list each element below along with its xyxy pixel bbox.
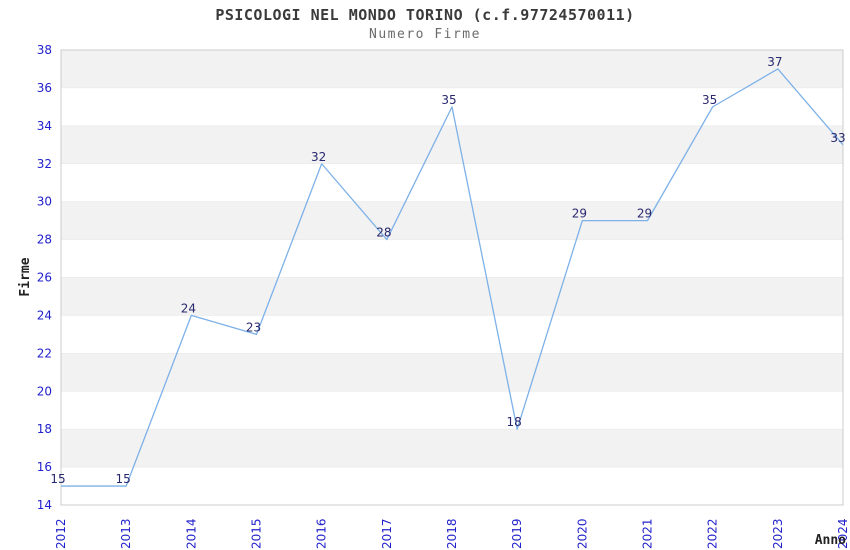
plot-band xyxy=(60,201,844,240)
plot-band xyxy=(60,239,844,278)
y-tick-label: 28 xyxy=(37,233,52,247)
plot-band xyxy=(60,163,844,202)
plot-border xyxy=(60,49,844,506)
y-tick-label: 26 xyxy=(37,271,52,285)
data-label: 32 xyxy=(311,150,326,164)
data-label: 35 xyxy=(441,93,456,107)
plot-band xyxy=(60,125,844,165)
x-tick-label: 2016 xyxy=(315,518,329,549)
y-tick-label: 20 xyxy=(37,384,52,398)
x-axis-ticks: 2012 2013 2014 2015 2016 2017 2018 2019 2020 2021… xyxy=(54,518,850,549)
data-label: 15 xyxy=(50,472,65,486)
y-tick-label: 34 xyxy=(37,119,52,133)
plot-band xyxy=(60,428,844,468)
x-tick-label: 2014 xyxy=(184,518,198,549)
data-label: 28 xyxy=(376,226,391,240)
plot-band xyxy=(60,49,844,89)
data-label: 18 xyxy=(507,415,522,429)
x-tick-label: 2020 xyxy=(575,518,589,549)
x-tick-label: 2023 xyxy=(771,518,785,549)
chart-title: PSICOLOGI NEL MONDO TORINO (c.f.97724570… xyxy=(215,6,635,24)
y-tick-label: 18 xyxy=(37,422,52,436)
plot-band xyxy=(60,391,844,430)
y-tick-label: 16 xyxy=(37,460,52,474)
data-line xyxy=(61,68,844,487)
chart-subtitle: Numero Firme xyxy=(369,27,481,42)
data-label: 23 xyxy=(246,320,261,334)
y-tick-label: 24 xyxy=(37,308,52,322)
y-tick-label: 30 xyxy=(37,195,52,209)
y-axis-ticks: 14 16 18 20 22 24 26 28 30 32 34 36 38 xyxy=(37,43,52,512)
y-tick-label: 14 xyxy=(37,498,52,512)
data-label: 33 xyxy=(830,131,845,145)
x-tick-label: 2013 xyxy=(119,518,133,549)
data-label: 37 xyxy=(767,55,782,69)
y-tick-label: 32 xyxy=(37,157,52,171)
y-axis-title: Firme xyxy=(18,257,33,296)
x-tick-label: 2017 xyxy=(380,518,394,549)
x-tick-label: 2022 xyxy=(706,518,720,549)
data-label: 29 xyxy=(572,207,587,221)
y-tick-label: 22 xyxy=(37,346,52,360)
x-tick-label: 2018 xyxy=(445,518,459,549)
x-tick-label: 2019 xyxy=(510,518,524,549)
data-label: 29 xyxy=(637,207,652,221)
plot-band xyxy=(60,466,844,506)
plot-band xyxy=(60,277,844,316)
data-labels: 15 15 24 23 32 28 35 18 29 29 35 37 33 xyxy=(50,55,845,486)
y-tick-label: 38 xyxy=(37,43,52,57)
data-label: 24 xyxy=(181,301,196,315)
x-tick-label: 2024 xyxy=(836,518,850,549)
plot-band xyxy=(60,353,844,392)
y-tick-label: 36 xyxy=(37,81,52,95)
x-tick-label: 2012 xyxy=(54,518,68,549)
data-label: 35 xyxy=(702,93,717,107)
x-tick-label: 2015 xyxy=(250,518,264,549)
plot-bands xyxy=(60,49,844,506)
plot-band xyxy=(60,315,844,354)
x-tick-label: 2021 xyxy=(641,518,655,549)
data-label: 15 xyxy=(116,472,131,486)
x-axis-title: Anno xyxy=(815,533,846,548)
